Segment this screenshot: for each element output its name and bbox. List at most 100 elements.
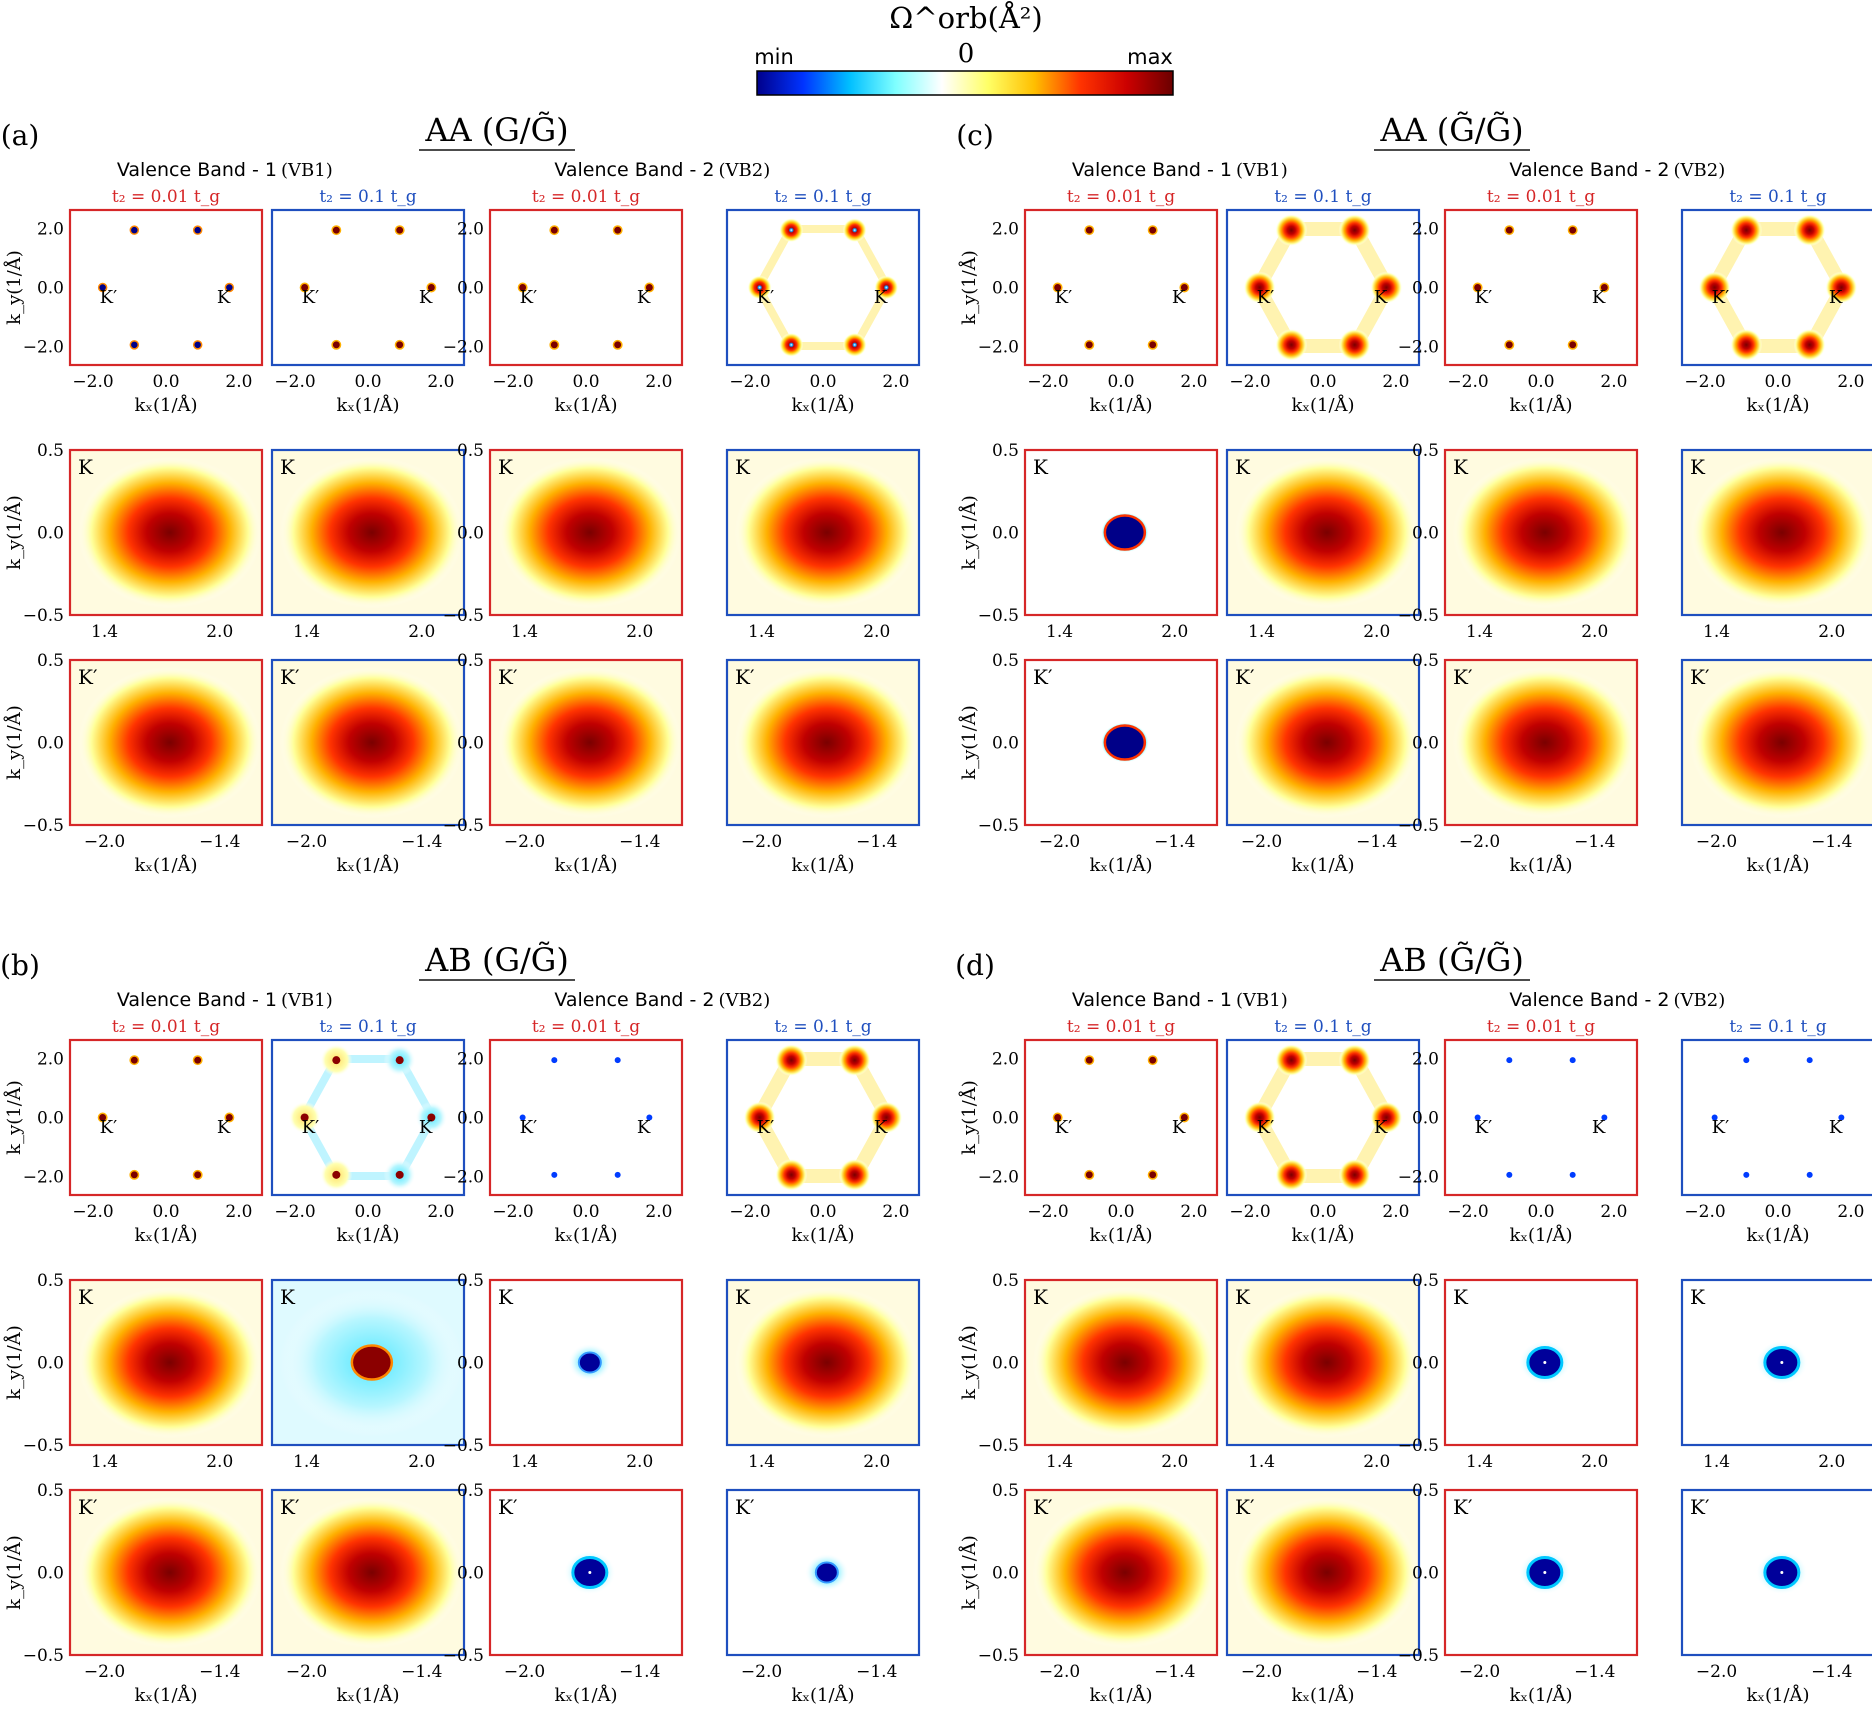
- plot-frame: [1680, 1038, 1872, 1197]
- plot-frame: [270, 208, 466, 367]
- valley-spot: [395, 1056, 404, 1065]
- plot-frame: [270, 448, 466, 617]
- valley-spot: [1147, 1169, 1158, 1180]
- x-tick-label: 1.4: [1248, 622, 1275, 642]
- x-tick-label: 0.0: [809, 372, 836, 392]
- panel-title: AB (G/G̃): [424, 941, 569, 979]
- valley-label: K: [1033, 455, 1049, 479]
- x-tick-label: 1.4: [1248, 1452, 1275, 1472]
- valley-label-k: K: [1172, 287, 1186, 308]
- y-tick-label: −2.0: [978, 1167, 1019, 1187]
- plot-frame: [1023, 658, 1219, 827]
- x-tick-label: 1.4: [511, 1452, 538, 1472]
- valley-label-kp: K′: [100, 1117, 118, 1138]
- x-tick-label: −2.0: [1696, 832, 1737, 852]
- x-axis-label: kₓ(1/Å): [134, 1684, 197, 1706]
- subplot: K′ −2.0 −1.4kₓ(1/Å): [270, 658, 466, 876]
- curvature-center: [588, 1571, 592, 1574]
- subplot: K′ −2.0 −1.4kₓ(1/Å): [1680, 658, 1872, 876]
- subplot: K′ K −2.0 0.0 2.0 kₓ(1/Å) 2.0 0.0 −2.0: [23, 208, 264, 416]
- x-tick-label: 2.0: [1382, 372, 1409, 392]
- valley-spot: [842, 218, 867, 243]
- valley-spot: [426, 282, 437, 293]
- x-tick-label: −2.0: [504, 832, 545, 852]
- x-tick-label: −2.0: [274, 1202, 315, 1222]
- valley-spot: [1472, 282, 1483, 293]
- valley-spot: [870, 1101, 903, 1134]
- x-axis-label: kₓ(1/Å): [1089, 1224, 1152, 1246]
- y-tick-label: 0.5: [457, 1271, 484, 1291]
- valley-spot: [1806, 1057, 1813, 1064]
- x-tick-label: −1.4: [1154, 832, 1195, 852]
- x-tick-label: 0.0: [1309, 1202, 1336, 1222]
- valley-spot: [1052, 282, 1063, 293]
- x-tick-label: 2.0: [1161, 622, 1188, 642]
- y-tick-label: 0.0: [457, 1109, 484, 1129]
- valley-spot: [1370, 271, 1403, 304]
- x-tick-label: −1.4: [1574, 832, 1615, 852]
- x-tick-label: 2.0: [626, 622, 653, 642]
- x-tick-label: −2.0: [72, 1202, 113, 1222]
- x-tick-label: 2.0: [1581, 622, 1608, 642]
- y-tick-label: 0.0: [1412, 279, 1439, 299]
- y-tick-label: 0.5: [37, 1481, 64, 1501]
- y-tick-label: 0.0: [37, 1564, 64, 1584]
- valley-label: K′: [1033, 665, 1053, 689]
- subplot: K 1.4 2.0: [1225, 448, 1421, 642]
- plot-frame: [725, 658, 921, 827]
- valley-spot: [874, 275, 899, 300]
- x-axis-label: kₓ(1/Å): [1746, 1684, 1809, 1706]
- curvature-core: [1103, 514, 1147, 551]
- curvature-blob: [497, 456, 682, 609]
- y-tick-label: 0.0: [992, 524, 1019, 544]
- plot-frame: [68, 658, 264, 827]
- plot-frame: [1443, 448, 1639, 617]
- y-tick-label: −0.5: [978, 1436, 1019, 1456]
- x-tick-label: 2.0: [1363, 1452, 1390, 1472]
- x-tick-label: 2.0: [1382, 1202, 1409, 1222]
- valley-spot: [1084, 225, 1095, 236]
- valley-label-kp: K′: [1712, 287, 1730, 308]
- valley-label: K′: [78, 1495, 98, 1519]
- x-axis-label: kₓ(1/Å): [1509, 1684, 1572, 1706]
- valley-spot: [1275, 1044, 1308, 1077]
- valley-spot: [1338, 328, 1371, 361]
- plot-frame: [1443, 1038, 1639, 1197]
- y-tick-label: −0.5: [1398, 606, 1439, 626]
- x-axis-label: kₓ(1/Å): [554, 1224, 617, 1246]
- x-axis-label: kₓ(1/Å): [134, 1224, 197, 1246]
- curvature-blob: [77, 1286, 262, 1439]
- valley-spot: [517, 282, 528, 293]
- x-tick-label: 1.4: [1466, 1452, 1493, 1472]
- curvature-blob: [1452, 666, 1637, 819]
- x-tick-label: 1.4: [1703, 622, 1730, 642]
- subplot: K 1.4 2.0 0.5 0.0 −0.5: [978, 441, 1219, 642]
- x-tick-label: −2.0: [1447, 372, 1488, 392]
- y-tick-label: 2.0: [992, 1050, 1019, 1070]
- subplot: K′ K −2.0 0.0 2.0 kₓ(1/Å): [1680, 208, 1872, 416]
- band-title-vb1: Valence Band - 1: [1072, 159, 1232, 181]
- x-tick-label: 2.0: [645, 372, 672, 392]
- valley-spot: [394, 339, 405, 350]
- valley-label: K: [1453, 455, 1469, 479]
- y-tick-label: 0.0: [37, 1109, 64, 1129]
- x-tick-label: 0.0: [809, 1202, 836, 1222]
- valley-label-k: K: [217, 287, 231, 308]
- y-tick-label: −2.0: [1398, 337, 1439, 357]
- valley-label: K: [735, 455, 751, 479]
- plot-frame: [1680, 1488, 1872, 1657]
- y-axis-label: k_y(1/Å): [3, 250, 25, 325]
- valley-label: K′: [1690, 665, 1710, 689]
- band-abbr-vb2: (VB2): [719, 990, 771, 1011]
- curvature-blob: [734, 666, 920, 819]
- x-tick-label: 2.0: [1180, 1202, 1207, 1222]
- band-title-vb2: Valence Band - 2: [554, 159, 714, 181]
- y-tick-label: −0.5: [443, 606, 484, 626]
- curvature-center: [1780, 1361, 1784, 1364]
- valley-label-kp: K′: [1475, 287, 1493, 308]
- band-title-vb1: Valence Band - 1: [117, 989, 277, 1011]
- valley-spot: [612, 339, 623, 350]
- plot-frame: [270, 1278, 466, 1447]
- valley-spot: [775, 1158, 808, 1191]
